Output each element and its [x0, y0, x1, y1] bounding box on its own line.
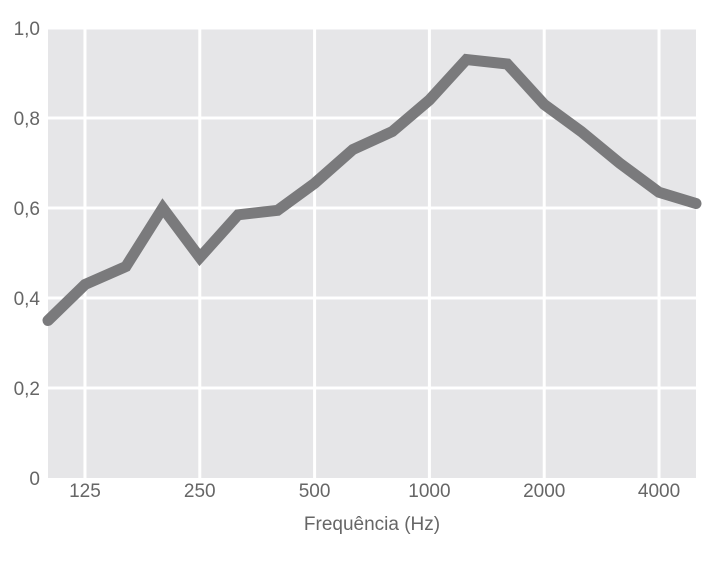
- y-axis: 0 0,2 0,4 0,6 0,8 1,0: [14, 19, 41, 490]
- x-tick-label: 500: [299, 481, 331, 502]
- x-tick-label: 4000: [638, 481, 680, 502]
- grid: [48, 26, 696, 478]
- x-tick-label: 250: [184, 481, 216, 502]
- plot-area: [48, 28, 696, 478]
- y-tick-label: 0,2: [14, 379, 40, 400]
- x-tick-label: 125: [69, 481, 101, 502]
- y-tick-label: 0,8: [14, 109, 40, 130]
- x-tick-label: 2000: [523, 481, 565, 502]
- y-tick-label: 0,4: [14, 289, 41, 310]
- series-layer: [42, 53, 702, 326]
- y-tick-label: 1,0: [14, 19, 40, 40]
- x-axis: 125 250 500 1000 2000 4000: [69, 481, 680, 502]
- y-tick-label: 0,6: [14, 199, 40, 220]
- series-line: [42, 53, 702, 326]
- y-tick-label: 0: [29, 469, 40, 490]
- x-tick-label: 1000: [408, 481, 450, 502]
- x-axis-title: Frequência (Hz): [304, 514, 440, 535]
